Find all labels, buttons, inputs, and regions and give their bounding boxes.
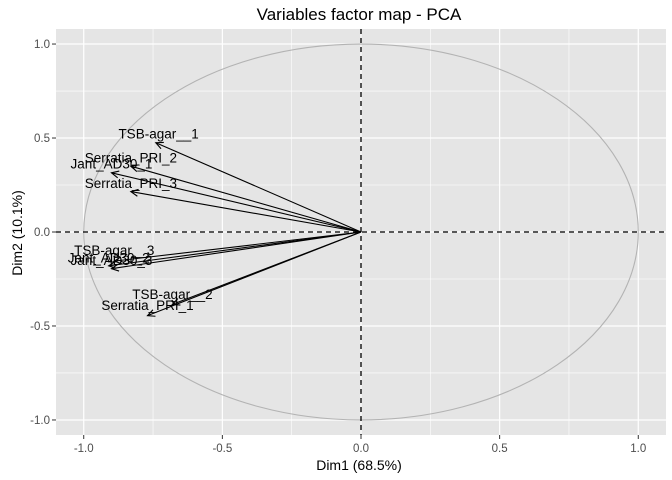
x-axis-title: Dim1 (68.5%) <box>316 457 402 473</box>
variable-arrow <box>114 231 362 262</box>
variable-arrow <box>147 231 362 317</box>
variable-arrow-head <box>110 263 120 272</box>
x-tick-label: -1.0 <box>74 443 94 455</box>
variable-arrows <box>107 141 362 317</box>
variable-label: Jant_AD30_2 <box>68 250 150 265</box>
y-axis-ticks: -1.0 -0.5 0.0 0.5 1.0 <box>30 39 56 427</box>
variable-label: Serratia_PRI_1 <box>101 298 193 313</box>
chart-title: Variables factor map - PCA <box>257 5 462 24</box>
variable-arrow-head <box>129 188 139 197</box>
variable-arrow <box>111 231 362 270</box>
variable-arrow <box>130 165 362 233</box>
variable-label: Jant_AD30_1 <box>71 156 153 171</box>
variable-label: TSB-agar__1 <box>118 126 198 141</box>
variable-arrow-head <box>129 164 139 172</box>
x-tick-label: 0.5 <box>492 443 508 455</box>
variable-label: TSB-agar__2 <box>132 287 212 302</box>
variable-label: Jant_AD30_3 <box>71 253 153 268</box>
y-tick-label: 0.5 <box>34 133 50 145</box>
x-axis-ticks: -1.0 -0.5 0.0 0.5 1.0 <box>74 435 646 455</box>
variable-arrow-head <box>110 170 120 179</box>
variable-label: Serratia_PRI_3 <box>85 176 177 191</box>
variable-label: Serratia_PRI_2 <box>85 151 177 166</box>
variable-arrow-head <box>146 309 156 317</box>
variable-arrow-head <box>154 141 164 150</box>
y-tick-label: -0.5 <box>30 321 50 333</box>
x-tick-label: -0.5 <box>212 443 232 455</box>
variable-arrow <box>130 191 362 233</box>
variable-label: TSB-agar__3 <box>74 243 154 258</box>
variable-arrow <box>155 142 362 233</box>
y-axis-title: Dim2 (10.1%) <box>9 190 25 276</box>
variable-arrow <box>111 172 362 233</box>
variable-arrow-head <box>171 298 181 306</box>
x-tick-label: 1.0 <box>630 443 646 455</box>
y-tick-label: 0.0 <box>34 227 50 239</box>
x-tick-label: 0.0 <box>353 443 369 455</box>
variable-arrow-head <box>112 256 122 265</box>
y-tick-label: -1.0 <box>30 415 50 427</box>
y-tick-label: 1.0 <box>34 39 50 51</box>
